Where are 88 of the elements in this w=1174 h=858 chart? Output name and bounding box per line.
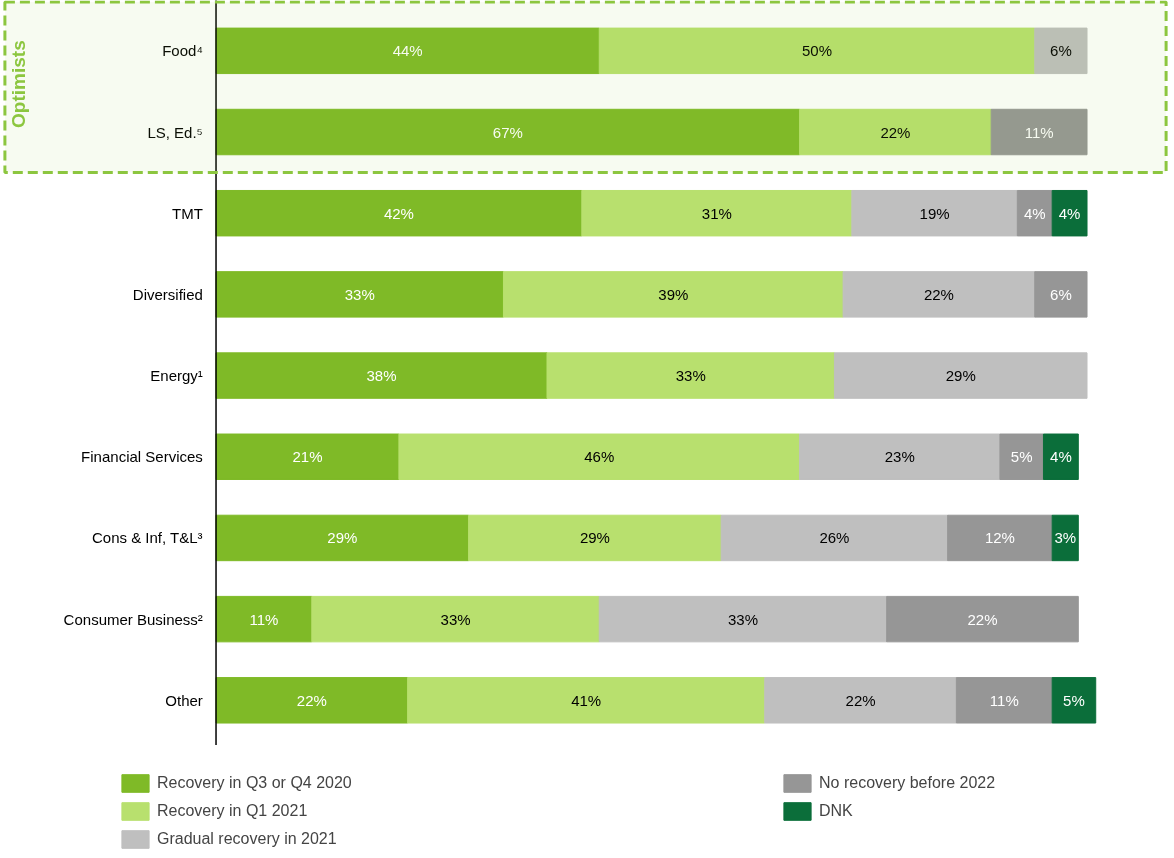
bar (311, 595, 600, 643)
data-label: 38% (366, 367, 397, 385)
data-label: 5% (1010, 448, 1033, 466)
data-label: 29% (579, 529, 610, 547)
data-label: 11% (249, 610, 279, 628)
bar (720, 514, 949, 562)
bar (215, 108, 801, 156)
y-tick-label: Financial Services (81, 448, 203, 466)
y-tick-label: Consumer Business² (63, 610, 203, 628)
data-label: 46% (584, 448, 615, 466)
legend-label: No recovery before 2022 (819, 774, 996, 792)
bar (215, 677, 409, 724)
data-label: 33% (440, 610, 471, 628)
bar (955, 677, 1053, 724)
data-label: 44% (392, 42, 423, 60)
data-label: 50% (802, 42, 833, 60)
bar (1034, 27, 1088, 75)
bar (398, 433, 801, 480)
data-label: 42% (383, 204, 414, 222)
bar (215, 271, 504, 318)
y-tick-label: TMT (172, 204, 203, 222)
data-label: 4% (1058, 204, 1081, 222)
band-label: Optimists (7, 40, 29, 128)
data-label: 31% (701, 204, 732, 222)
data-label: 22% (967, 610, 998, 628)
data-label: 29% (945, 367, 976, 385)
data-label: 5% (1063, 691, 1085, 709)
data-label: 11% (989, 691, 1019, 709)
data-label: 4% (1050, 448, 1072, 466)
y-tick-label: Energy¹ (150, 367, 203, 385)
bar (215, 352, 548, 399)
data-label: 23% (884, 448, 915, 466)
bar (468, 514, 722, 562)
bar (799, 433, 1001, 480)
y-tick-label: Diversified (132, 285, 203, 303)
bar (999, 433, 1044, 480)
bar (1042, 433, 1079, 480)
data-label: 41% (571, 691, 602, 709)
legend-label: Recovery in Q3 or Q4 2020 (157, 774, 352, 792)
bar (215, 514, 470, 562)
data-label: 33% (727, 610, 758, 628)
y-tick-label: Food⁴ (162, 42, 203, 60)
bar (598, 27, 1036, 75)
bar (947, 514, 1053, 562)
bar (215, 595, 313, 643)
bar (1016, 189, 1053, 237)
bar (215, 433, 400, 480)
bar (990, 108, 1088, 156)
legend-label: DNK (819, 802, 853, 820)
y-tick-label: LS, Ed.⁵ (147, 123, 203, 141)
bar (1051, 189, 1088, 237)
data-label: 19% (919, 204, 950, 222)
bar (502, 271, 844, 318)
y-tick-label: Cons & Inf, T&L³ (91, 529, 203, 547)
legend-label: Recovery in Q1 2021 (157, 802, 308, 820)
data-label: 11% (1024, 123, 1054, 141)
bar (842, 271, 1036, 318)
bar (407, 677, 766, 724)
data-label: 39% (658, 285, 689, 303)
bar (833, 352, 1088, 399)
bar (581, 189, 853, 237)
data-label: 4% (1023, 204, 1046, 222)
bar (546, 352, 835, 399)
legend-label: Gradual recovery in 2021 (157, 830, 337, 848)
y-tick-label: Other (165, 691, 203, 709)
data-label: 22% (845, 691, 876, 709)
data-label: 22% (923, 285, 954, 303)
data-label: 29% (327, 529, 358, 547)
data-label: 33% (675, 367, 706, 385)
bar (215, 27, 600, 75)
data-label: 22% (296, 691, 327, 709)
bar (215, 189, 583, 237)
data-label: 12% (984, 529, 1015, 547)
data-label: 6% (1050, 285, 1072, 303)
bar (1034, 271, 1088, 318)
data-label: 26% (819, 529, 850, 547)
bar (764, 677, 957, 724)
data-label: 21% (292, 448, 323, 466)
data-label: 67% (492, 123, 523, 141)
bar (886, 595, 1079, 643)
bar (1051, 677, 1097, 724)
data-label: 22% (880, 123, 911, 141)
bar (598, 595, 888, 643)
bar (851, 189, 1018, 237)
bar (799, 108, 992, 156)
data-label: 3% (1054, 529, 1077, 547)
data-label: 6% (1050, 42, 1072, 60)
data-label: 33% (344, 285, 375, 303)
